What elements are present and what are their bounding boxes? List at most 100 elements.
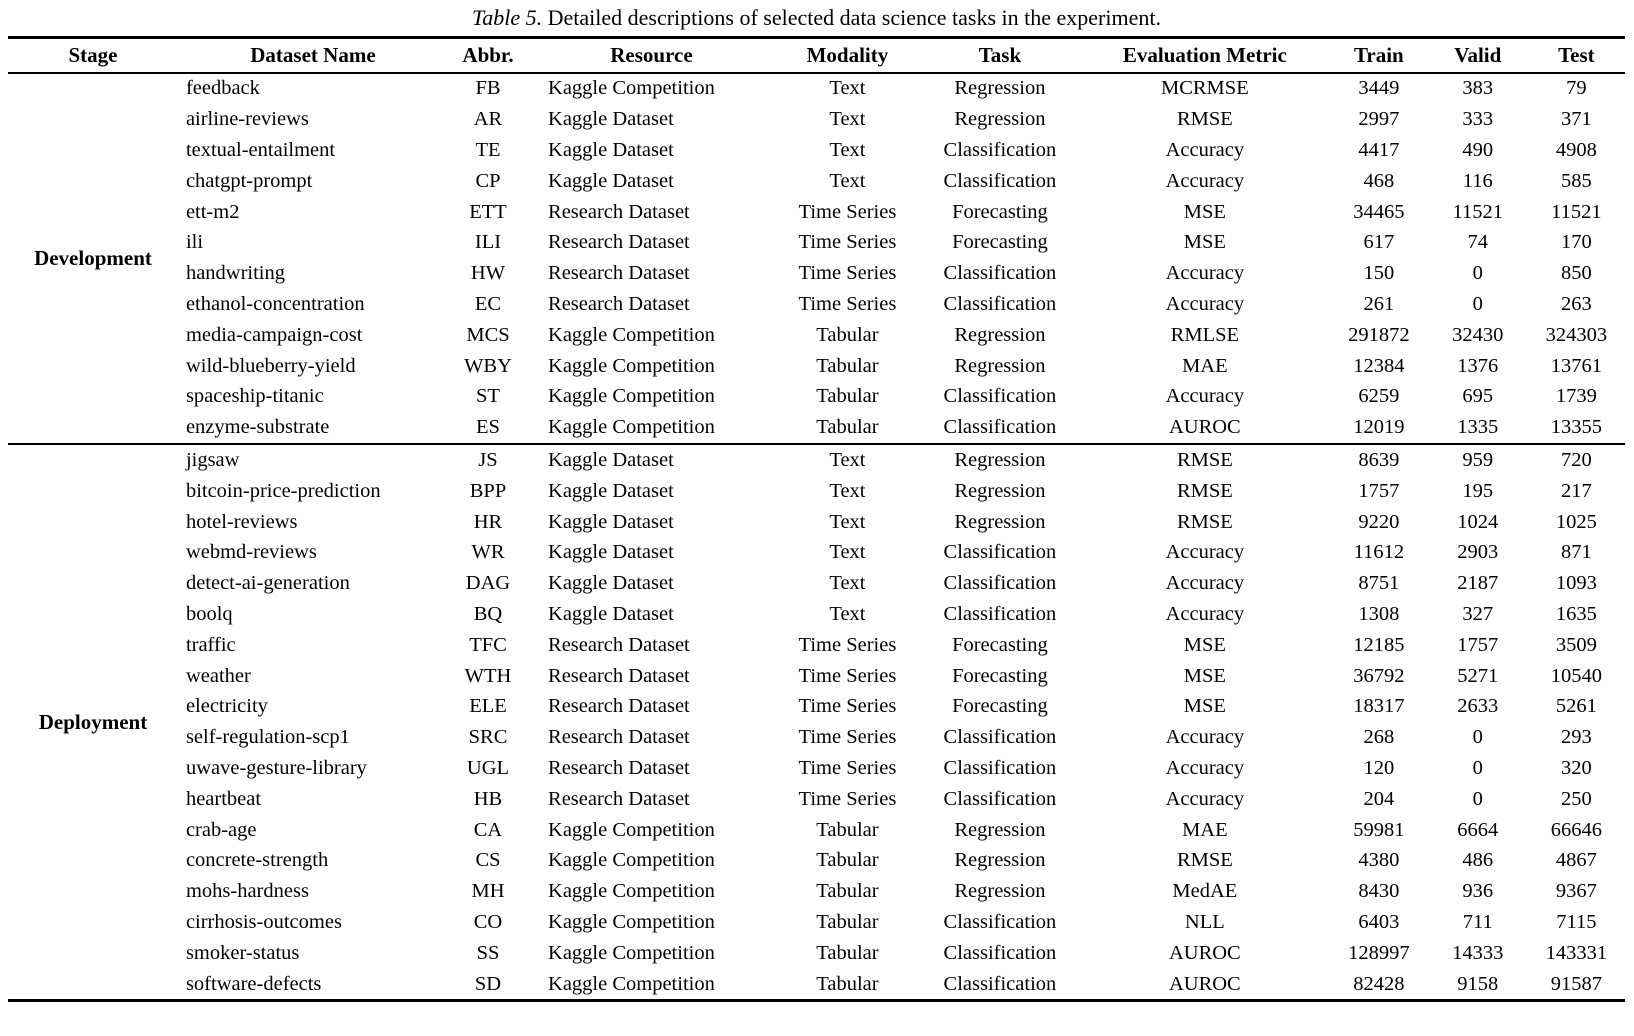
train-count-cell: 36792 bbox=[1353, 664, 1405, 687]
abbr-cell: SRC bbox=[468, 726, 508, 749]
dataset-name-cell: ett-m2 bbox=[185, 200, 240, 223]
table-row: detect-ai-generation DAG Kaggle Dataset Tex… bbox=[8, 568, 1625, 599]
resource-cell: Kaggle Competition bbox=[548, 77, 715, 100]
evaluation-metric-cell: MSE bbox=[1183, 664, 1226, 687]
valid-count-cell: 195 bbox=[1462, 479, 1494, 502]
test-count-cell: 91587 bbox=[1550, 972, 1602, 995]
table-row: mohs-hardness MH Kaggle Competition Tabular… bbox=[8, 876, 1625, 907]
task-cell: Forecasting bbox=[952, 231, 1048, 254]
table-row: wild-blueberry-yield WBY Kaggle Competitio… bbox=[8, 351, 1625, 382]
train-count-cell: 18317 bbox=[1353, 695, 1405, 718]
dataset-name-cell: hotel-reviews bbox=[185, 510, 298, 533]
train-count-cell: 3449 bbox=[1358, 77, 1400, 100]
resource-cell: Kaggle Dataset bbox=[548, 479, 674, 502]
valid-count-cell: 32430 bbox=[1452, 323, 1504, 346]
test-count-cell: 1739 bbox=[1555, 385, 1597, 408]
dataset-name-cell: mohs-hardness bbox=[185, 880, 309, 903]
valid-count-cell: 0 bbox=[1472, 726, 1483, 749]
dataset-name-cell: software-defects bbox=[185, 972, 322, 995]
table-row: boolq BQ Kaggle Dataset Text Classification A… bbox=[8, 599, 1625, 630]
test-count-cell: 13761 bbox=[1550, 354, 1602, 377]
modality-cell: Tabular bbox=[816, 354, 879, 377]
dataset-name-cell: ethanol-concentration bbox=[185, 292, 365, 315]
modality-cell: Time Series bbox=[798, 231, 897, 254]
test-count-cell: 4908 bbox=[1555, 138, 1597, 161]
modality-cell: Time Series bbox=[798, 262, 897, 285]
evaluation-metric-cell: Accuracy bbox=[1165, 787, 1245, 810]
valid-count-cell: 490 bbox=[1462, 138, 1494, 161]
train-count-cell: 11612 bbox=[1353, 541, 1405, 564]
resource-cell: Kaggle Competition bbox=[548, 880, 715, 903]
valid-count-cell: 2903 bbox=[1457, 541, 1499, 564]
test-count-cell: 170 bbox=[1561, 231, 1592, 254]
valid-count-cell: 0 bbox=[1472, 756, 1483, 779]
resource-cell: Kaggle Competition bbox=[548, 818, 715, 841]
column-header-modality: Modality bbox=[806, 42, 889, 67]
abbr-cell: CO bbox=[473, 910, 503, 933]
test-count-cell: 871 bbox=[1561, 541, 1592, 564]
abbr-cell: SD bbox=[474, 972, 502, 995]
table-row: ett-m2 ETT Research Dataset Time Series Fore… bbox=[8, 197, 1625, 228]
valid-count-cell: 0 bbox=[1472, 292, 1483, 315]
task-cell: Classification bbox=[943, 385, 1057, 408]
resource-cell: Research Dataset bbox=[548, 231, 690, 254]
modality-cell: Tabular bbox=[816, 880, 879, 903]
train-count-cell: 8430 bbox=[1358, 880, 1400, 903]
column-header-evaluation-metric: Evaluation Metric bbox=[1122, 42, 1287, 67]
train-count-cell: 1308 bbox=[1358, 602, 1400, 625]
abbr-cell: EC bbox=[474, 292, 502, 315]
valid-count-cell: 5271 bbox=[1457, 664, 1499, 687]
modality-cell: Text bbox=[829, 541, 866, 564]
dataset-name-cell: uwave-gesture-library bbox=[185, 756, 367, 779]
valid-count-cell: 0 bbox=[1472, 262, 1483, 285]
resource-cell: Research Dataset bbox=[548, 633, 690, 656]
task-cell: Regression bbox=[954, 818, 1046, 841]
dataset-name-cell: wild-blueberry-yield bbox=[185, 354, 356, 377]
modality-cell: Time Series bbox=[798, 664, 897, 687]
task-cell: Classification bbox=[943, 910, 1057, 933]
data-table: Stage Dataset Name Abbr. Resource Modality Ta… bbox=[8, 36, 1625, 1003]
table-row: Development feedback FB Kaggle Competition T… bbox=[8, 73, 1625, 269]
stage-label: Development bbox=[34, 245, 152, 270]
test-count-cell: 9367 bbox=[1555, 880, 1597, 903]
abbr-cell: TE bbox=[475, 138, 501, 161]
train-count-cell: 2997 bbox=[1358, 108, 1400, 131]
evaluation-metric-cell: AUROC bbox=[1168, 416, 1241, 439]
task-cell: Classification bbox=[943, 941, 1057, 964]
evaluation-metric-cell: MSE bbox=[1183, 695, 1226, 718]
dataset-name-cell: detect-ai-generation bbox=[185, 572, 350, 595]
dataset-name-cell: media-campaign-cost bbox=[185, 323, 363, 346]
task-cell: Regression bbox=[954, 880, 1046, 903]
dataset-name-cell: heartbeat bbox=[185, 787, 262, 810]
valid-count-cell: 959 bbox=[1462, 448, 1494, 471]
resource-cell: Research Dataset bbox=[548, 726, 690, 749]
dataset-name-cell: electricity bbox=[185, 695, 268, 718]
dataset-name-cell: boolq bbox=[185, 602, 233, 625]
evaluation-metric-cell: MCRMSE bbox=[1160, 77, 1249, 100]
task-cell: Regression bbox=[954, 354, 1046, 377]
train-count-cell: 150 bbox=[1363, 262, 1395, 285]
test-count-cell: 217 bbox=[1561, 479, 1592, 502]
resource-cell: Kaggle Dataset bbox=[548, 510, 674, 533]
task-cell: Regression bbox=[954, 849, 1046, 872]
table-row: webmd-reviews WR Kaggle Dataset Text Classif… bbox=[8, 537, 1625, 568]
task-cell: Classification bbox=[943, 541, 1057, 564]
resource-cell: Kaggle Competition bbox=[548, 385, 715, 408]
modality-cell: Time Series bbox=[798, 200, 897, 223]
test-count-cell: 11521 bbox=[1551, 200, 1602, 223]
resource-cell: Kaggle Dataset bbox=[548, 572, 674, 595]
modality-cell: Text bbox=[829, 77, 866, 100]
task-cell: Regression bbox=[954, 77, 1046, 100]
evaluation-metric-cell: MSE bbox=[1183, 200, 1226, 223]
table-row: handwriting HW Research Dataset Time Series… bbox=[8, 258, 1625, 289]
task-cell: Regression bbox=[954, 510, 1046, 533]
modality-cell: Tabular bbox=[816, 416, 879, 439]
train-count-cell: 4417 bbox=[1358, 138, 1400, 161]
evaluation-metric-cell: AUROC bbox=[1168, 972, 1241, 995]
valid-count-cell: 9158 bbox=[1457, 972, 1499, 995]
task-cell: Regression bbox=[954, 108, 1046, 131]
valid-count-cell: 327 bbox=[1462, 602, 1494, 625]
evaluation-metric-cell: Accuracy bbox=[1165, 169, 1245, 192]
test-count-cell: 250 bbox=[1561, 787, 1592, 810]
test-count-cell: 13355 bbox=[1550, 416, 1602, 439]
